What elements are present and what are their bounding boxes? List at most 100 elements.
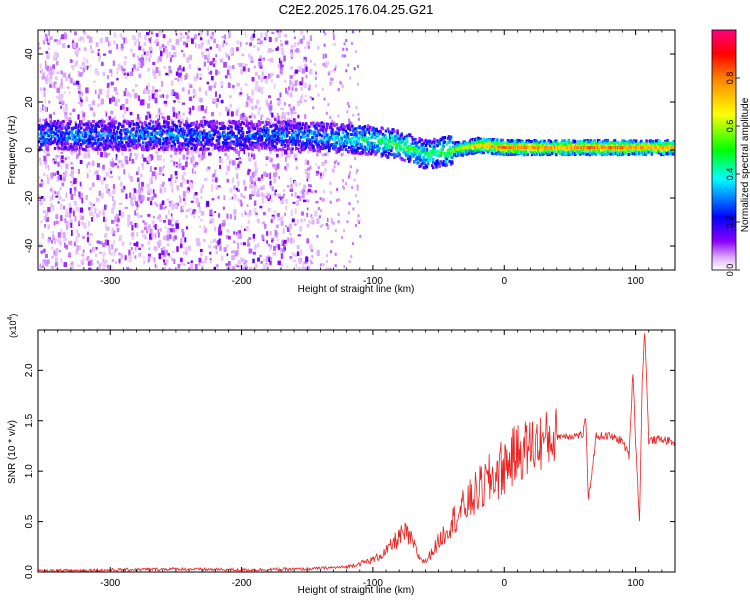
heatmap-cell xyxy=(288,86,291,91)
heatmap-cell xyxy=(267,130,270,134)
heatmap-cell xyxy=(69,146,72,150)
heatmap-cell xyxy=(104,218,107,222)
heatmap-cell xyxy=(154,40,157,45)
heatmap-cell xyxy=(238,63,243,67)
heatmap-cell xyxy=(63,262,67,267)
heatmap-cell xyxy=(66,142,69,146)
heatmap-cell xyxy=(238,143,242,147)
heatmap-cell xyxy=(192,105,195,111)
heatmap-cell xyxy=(311,136,314,140)
heatmap-cell xyxy=(180,182,183,187)
heatmap-cell xyxy=(155,33,159,37)
heatmap-cell xyxy=(145,123,148,127)
heatmap-cell xyxy=(84,148,87,152)
heatmap-cell xyxy=(186,38,189,43)
heatmap-cell xyxy=(181,165,185,171)
heatmap-cell xyxy=(160,132,164,136)
heatmap-cell xyxy=(194,134,198,138)
heatmap-cell xyxy=(136,207,138,211)
heatmap-cell xyxy=(38,42,41,47)
heatmap-cell xyxy=(285,163,289,168)
heatmap-cell xyxy=(274,229,277,236)
heatmap-cell xyxy=(332,222,335,225)
heatmap-cell xyxy=(228,65,232,69)
heatmap-cell xyxy=(228,56,230,60)
heatmap-cell xyxy=(162,158,165,162)
heatmap-cell xyxy=(181,50,184,53)
heatmap-cell xyxy=(116,125,120,129)
heatmap-cell xyxy=(182,35,185,39)
heatmap-cell xyxy=(151,220,155,225)
heatmap-cell xyxy=(390,140,393,144)
heatmap-cell xyxy=(188,96,193,101)
heatmap-cell xyxy=(162,34,166,39)
heatmap-cell xyxy=(271,142,274,146)
heatmap-cell xyxy=(74,141,78,145)
heatmap-cell xyxy=(78,91,81,98)
heatmap-cell xyxy=(342,145,346,148)
heatmap-cell xyxy=(308,220,311,224)
heatmap-cell xyxy=(69,212,71,219)
heatmap-cell xyxy=(277,216,282,221)
heatmap-cell xyxy=(82,266,85,270)
heatmap-cell xyxy=(276,163,280,169)
heatmap-cell xyxy=(64,218,67,223)
heatmap-cell xyxy=(51,265,55,269)
heatmap-cell xyxy=(70,59,73,63)
heatmap-cell xyxy=(39,242,42,248)
heatmap-cell xyxy=(77,84,81,90)
heatmap-cell xyxy=(176,92,179,99)
heatmap-cell xyxy=(239,87,243,92)
heatmap-cell xyxy=(123,91,127,97)
heatmap-cell xyxy=(292,133,295,137)
heatmap-cell xyxy=(79,96,82,102)
heatmap-cell xyxy=(256,88,259,92)
heatmap-cell xyxy=(236,125,240,129)
heatmap-cell xyxy=(186,122,189,126)
heatmap-cell xyxy=(369,125,372,129)
heatmap-cell xyxy=(50,172,54,179)
heatmap-cell xyxy=(205,168,209,172)
heatmap-cell xyxy=(419,148,422,152)
heatmap-cell xyxy=(99,263,103,266)
heatmap-cell xyxy=(172,140,175,144)
heatmap-cell xyxy=(306,41,310,46)
heatmap-cell xyxy=(207,66,210,71)
heatmap-cell xyxy=(129,71,133,76)
heatmap-cell xyxy=(71,172,74,179)
heatmap-cell xyxy=(135,171,139,175)
heatmap-cell xyxy=(218,229,221,232)
heatmap-cell xyxy=(344,138,348,142)
heatmap-cell xyxy=(436,144,439,148)
heatmap-cell xyxy=(120,66,124,71)
heatmap-cell xyxy=(274,193,278,197)
heatmap-cell xyxy=(166,234,170,241)
heatmap-cell xyxy=(73,186,77,192)
heatmap-cell xyxy=(116,71,119,75)
heatmap-cell xyxy=(45,131,48,135)
heatmap-cell xyxy=(107,82,110,88)
heatmap-cell xyxy=(244,265,248,270)
heatmap-cell xyxy=(151,196,154,201)
heatmap-cell xyxy=(108,125,111,129)
heatmap-cell xyxy=(206,30,209,36)
heatmap-cell xyxy=(242,146,246,150)
heatmap-cell xyxy=(291,143,294,147)
heatmap-cell xyxy=(104,110,108,113)
heatmap-cell xyxy=(280,253,284,259)
heatmap-cell xyxy=(255,81,259,87)
heatmap-cell xyxy=(149,53,152,58)
heatmap-cell xyxy=(445,163,449,167)
heatmap-cell xyxy=(284,138,288,142)
heatmap-cell xyxy=(154,136,158,140)
heatmap-cell xyxy=(149,143,152,147)
heatmap-cell xyxy=(350,121,353,125)
heatmap-cell xyxy=(189,84,193,88)
heatmap-cell xyxy=(255,177,257,182)
heatmap-cell xyxy=(103,216,105,222)
heatmap-cell xyxy=(223,247,227,252)
heatmap-cell xyxy=(203,144,206,148)
heatmap-cell xyxy=(401,140,404,144)
heatmap-cell xyxy=(383,141,387,145)
heatmap-cell xyxy=(76,229,79,233)
